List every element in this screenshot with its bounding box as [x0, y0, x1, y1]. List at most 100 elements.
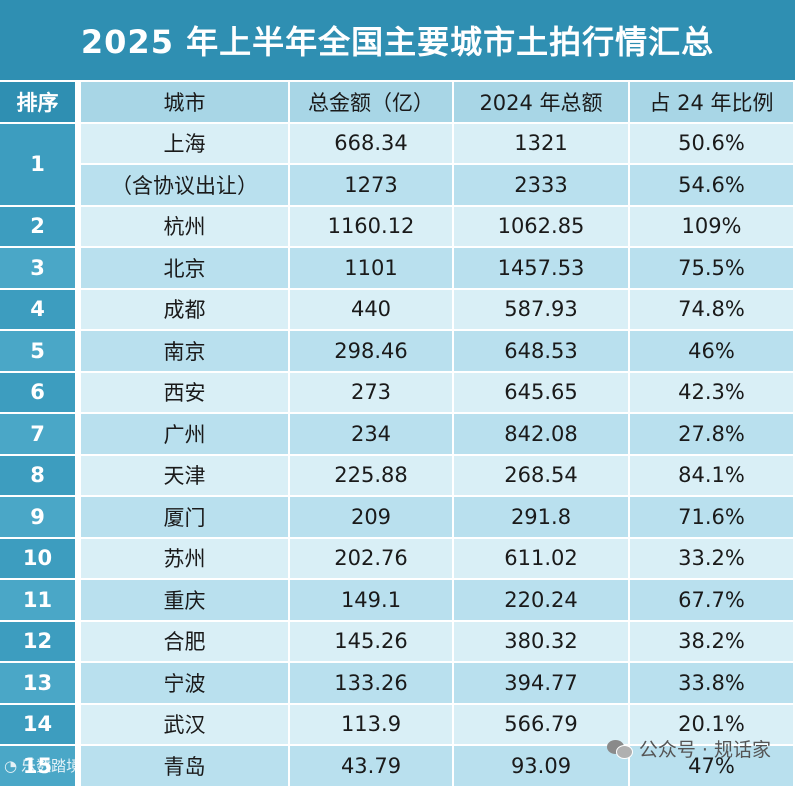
city-cell: （含协议出让）	[81, 165, 290, 207]
total-cell: 1160.12	[290, 206, 454, 248]
total-cell: 113.9	[290, 704, 454, 746]
total-cell: 202.76	[290, 538, 454, 580]
city-cell: 杭州	[81, 206, 290, 248]
column-gap	[77, 663, 81, 705]
total-cell: 1273	[290, 165, 454, 207]
ratio-cell: 54.6%	[630, 165, 795, 207]
total-cell: 1101	[290, 248, 454, 290]
total2024-cell: 566.79	[454, 704, 630, 746]
total-cell: 273	[290, 372, 454, 414]
column-gap	[77, 455, 81, 497]
total2024-cell: 268.54	[454, 455, 630, 497]
header-total: 总金额（亿）	[290, 82, 454, 124]
city-cell: 广州	[81, 414, 290, 456]
total-cell: 298.46	[290, 331, 454, 373]
rank-cell: 14	[0, 704, 77, 746]
rank-cell: 5	[0, 331, 77, 373]
ratio-cell: 50.6%	[630, 123, 795, 165]
total2024-cell: 645.65	[454, 372, 630, 414]
page-title: 2025 年上半年全国主要城市土拍行情汇总	[0, 0, 795, 80]
city-cell: 厦门	[81, 497, 290, 539]
total2024-cell: 648.53	[454, 331, 630, 373]
column-gap	[77, 206, 81, 248]
ratio-cell: 27.8%	[630, 414, 795, 456]
city-cell: 上海	[81, 123, 290, 165]
total2024-cell: 587.93	[454, 289, 630, 331]
city-cell: 天津	[81, 455, 290, 497]
wechat-icon	[606, 738, 633, 760]
rank-cell: 4	[0, 289, 77, 331]
ratio-cell: 46%	[630, 331, 795, 373]
rank-cell: 1	[0, 123, 77, 207]
ratio-cell: 75.5%	[630, 248, 795, 290]
ratio-cell: 71.6%	[630, 497, 795, 539]
total2024-cell: 291.8	[454, 497, 630, 539]
ratio-cell: 84.1%	[630, 455, 795, 497]
total2024-cell: 1321	[454, 123, 630, 165]
total2024-cell: 394.77	[454, 663, 630, 705]
city-cell: 成都	[81, 289, 290, 331]
ratio-cell: 33.2%	[630, 538, 795, 580]
rank-cell: 10	[0, 538, 77, 580]
total-cell: 668.34	[290, 123, 454, 165]
ratio-cell: 67.7%	[630, 580, 795, 622]
column-gap	[77, 414, 81, 456]
rank-cell: 7	[0, 414, 77, 456]
column-gap	[77, 165, 81, 207]
header-ratio: 占 24 年比例	[630, 82, 795, 124]
city-cell: 重庆	[81, 580, 290, 622]
ratio-cell: 33.8%	[630, 663, 795, 705]
header-rank: 排序	[0, 82, 77, 124]
total-cell: 145.26	[290, 621, 454, 663]
ratio-cell: 20.1%	[630, 704, 795, 746]
city-cell: 北京	[81, 248, 290, 290]
city-cell: 武汉	[81, 704, 290, 746]
logo-icon: ◔	[4, 756, 18, 775]
ratio-cell: 42.3%	[630, 372, 795, 414]
total2024-cell: 93.09	[454, 746, 630, 788]
rank-cell: 11	[0, 580, 77, 622]
city-cell: 合肥	[81, 621, 290, 663]
total-cell: 225.88	[290, 455, 454, 497]
total2024-cell: 220.24	[454, 580, 630, 622]
column-gap	[77, 331, 81, 373]
city-cell: 南京	[81, 331, 290, 373]
column-gap	[77, 621, 81, 663]
total2024-cell: 380.32	[454, 621, 630, 663]
rank-cell: 2	[0, 206, 77, 248]
total-cell: 133.26	[290, 663, 454, 705]
rank-cell: 12	[0, 621, 77, 663]
column-gap	[77, 82, 81, 124]
city-cell: 青岛	[81, 746, 290, 788]
total2024-cell: 2333	[454, 165, 630, 207]
column-gap	[77, 123, 81, 165]
header-city: 城市	[81, 82, 290, 124]
rank-cell: 9	[0, 497, 77, 539]
total2024-cell: 1062.85	[454, 206, 630, 248]
data-table: 排序 城市 总金额（亿） 2024 年总额 占 24 年比例 1 上海 668.34…	[0, 82, 795, 788]
watermark-right: 公众号 · 规话家	[606, 735, 771, 762]
total-cell: 234	[290, 414, 454, 456]
column-gap	[77, 372, 81, 414]
rank-cell: 3	[0, 248, 77, 290]
column-gap	[77, 580, 81, 622]
city-cell: 苏州	[81, 538, 290, 580]
total-cell: 440	[290, 289, 454, 331]
column-gap	[77, 746, 81, 788]
total-cell: 209	[290, 497, 454, 539]
watermark-right-text: 公众号 · 规话家	[638, 739, 771, 761]
total-cell: 149.1	[290, 580, 454, 622]
column-gap	[77, 538, 81, 580]
column-gap	[77, 248, 81, 290]
total2024-cell: 611.02	[454, 538, 630, 580]
header-total-2024: 2024 年总额	[454, 82, 630, 124]
total2024-cell: 1457.53	[454, 248, 630, 290]
city-cell: 西安	[81, 372, 290, 414]
column-gap	[77, 704, 81, 746]
ratio-cell: 38.2%	[630, 621, 795, 663]
rank-cell: 6	[0, 372, 77, 414]
rank-cell: 8	[0, 455, 77, 497]
watermark-left-text: 乐数踏境	[21, 757, 82, 775]
total-cell: 43.79	[290, 746, 454, 788]
ratio-cell: 74.8%	[630, 289, 795, 331]
